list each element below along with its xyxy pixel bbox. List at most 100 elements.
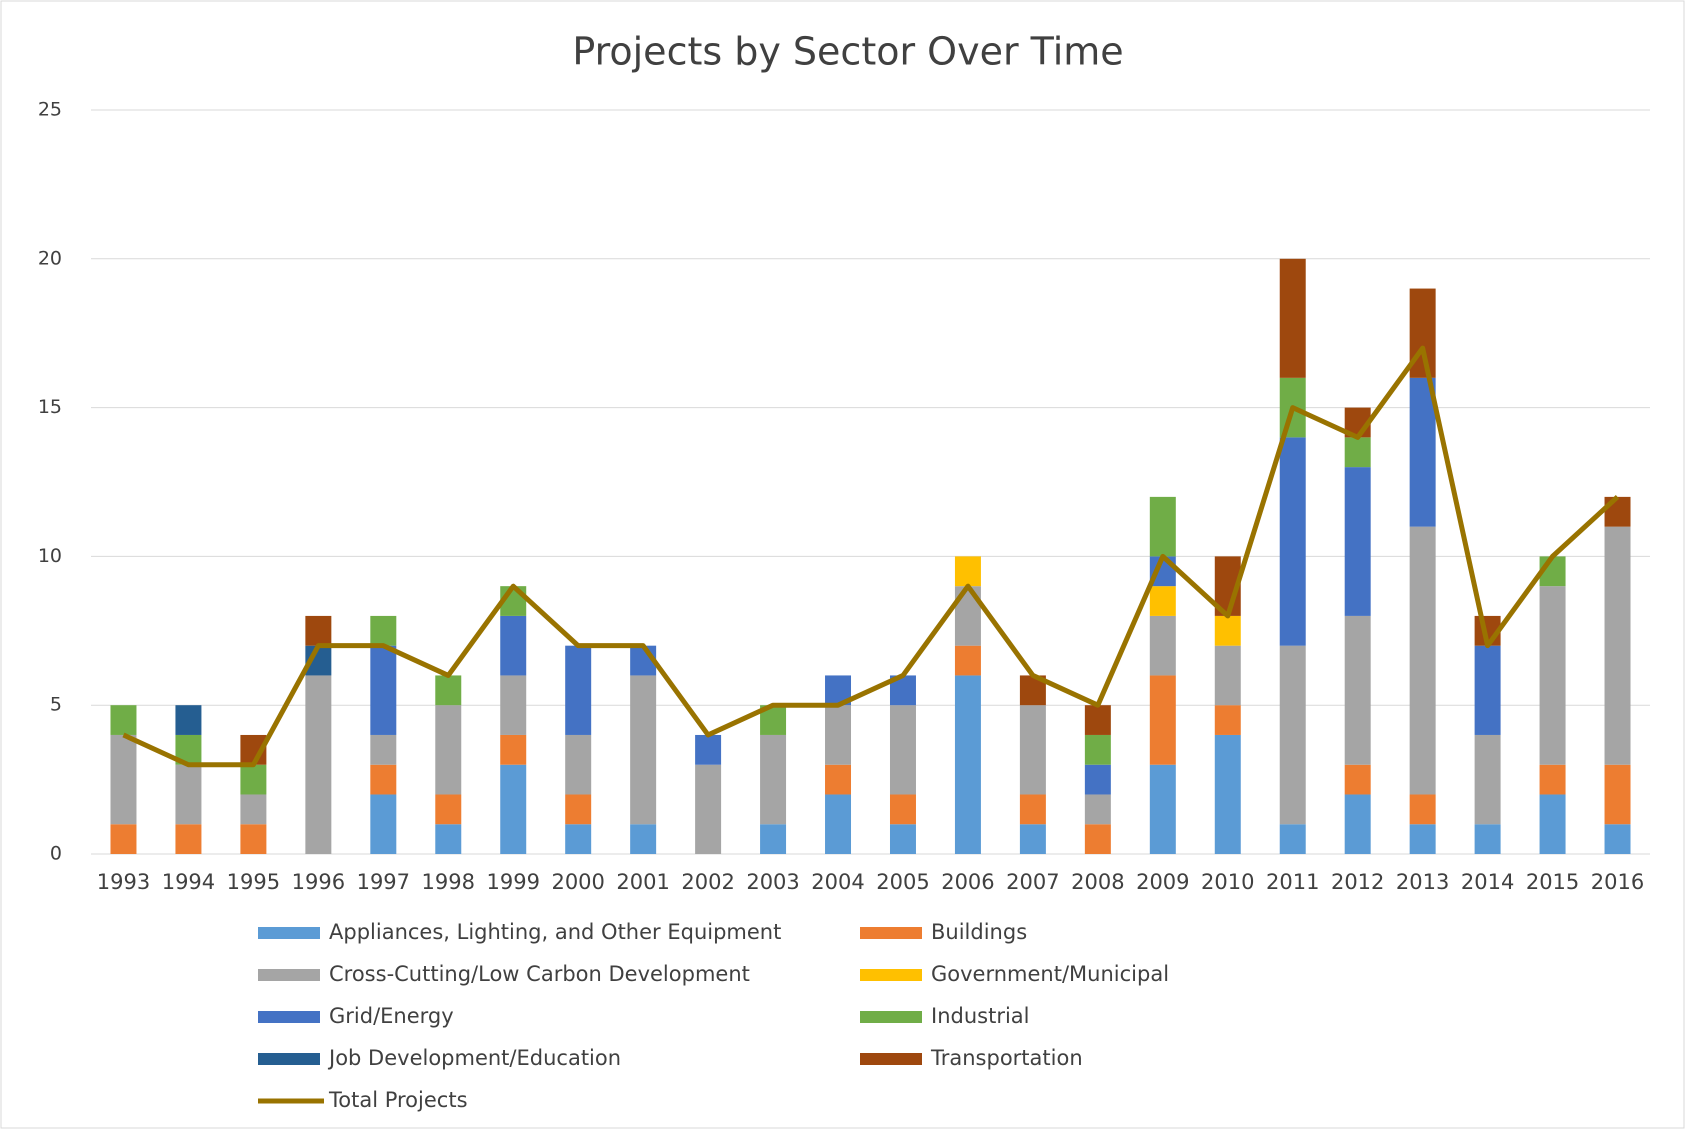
- bar-segment: [1279, 437, 1306, 646]
- bar-segment: [1149, 496, 1176, 557]
- bar-segment: [825, 794, 852, 854]
- bar-segment: [1539, 794, 1566, 854]
- bar-segment: [240, 794, 267, 825]
- legend-swatch: [860, 969, 922, 981]
- bar-segment: [435, 794, 462, 825]
- legend-label: Industrial: [931, 1004, 1030, 1028]
- bar-segment: [954, 556, 981, 587]
- bar-segment: [1409, 526, 1436, 795]
- legend-label: Total Projects: [328, 1088, 468, 1112]
- y-tick-label: 20: [38, 247, 62, 269]
- x-tick-label: 2004: [811, 870, 864, 894]
- x-tick-label: 2009: [1136, 870, 1189, 894]
- legend-swatch: [258, 1053, 320, 1065]
- bar-segment: [1604, 824, 1631, 854]
- bar-segment: [760, 734, 787, 825]
- x-tick-label: 2012: [1331, 870, 1384, 894]
- bar-segment: [500, 675, 527, 735]
- bar-segment: [1084, 764, 1111, 795]
- x-tick-label: 2014: [1461, 870, 1514, 894]
- bar-segment: [1214, 645, 1241, 706]
- bar-segment: [565, 824, 592, 854]
- bar-segment: [175, 824, 202, 854]
- bar-segment: [565, 645, 592, 735]
- x-tick-label: 1998: [422, 870, 475, 894]
- bar-segment: [889, 705, 916, 795]
- bar-segment: [1474, 824, 1501, 854]
- x-tick-label: 2016: [1591, 870, 1644, 894]
- bar-segment: [1149, 675, 1176, 765]
- bar-segment: [1149, 586, 1176, 616]
- bar-segment: [370, 734, 397, 765]
- bar-segment: [370, 794, 397, 854]
- bar-segment: [1019, 794, 1046, 825]
- bar-segment: [1344, 437, 1371, 468]
- bar-segment: [695, 734, 722, 765]
- bar-segment: [500, 615, 527, 676]
- x-tick-label: 2005: [876, 870, 929, 894]
- x-tick-label: 2003: [746, 870, 799, 894]
- y-tick-label: 5: [50, 694, 62, 716]
- bar-segment: [1019, 705, 1046, 795]
- bar-segment: [370, 764, 397, 795]
- x-tick-label: 1995: [227, 870, 280, 894]
- x-tick-label: 2006: [941, 870, 994, 894]
- bar-segment: [760, 824, 787, 854]
- bar-segment: [1539, 764, 1566, 795]
- x-tick-label: 1999: [487, 870, 540, 894]
- bar-segment: [1214, 615, 1241, 646]
- bar-segment: [175, 705, 202, 735]
- y-tick-label: 10: [38, 545, 62, 567]
- bar-segment: [889, 794, 916, 825]
- bar-segment: [1474, 734, 1501, 825]
- line: [122, 345, 1620, 768]
- x-tick-label: 2011: [1266, 870, 1319, 894]
- x-tick-label: 1996: [292, 870, 345, 894]
- x-tick-label: 2002: [681, 870, 734, 894]
- legend-swatch: [258, 1011, 320, 1023]
- legend-label: Cross-Cutting/Low Carbon Development: [329, 962, 750, 986]
- legend-label: Buildings: [931, 920, 1027, 944]
- bar-segment: [1344, 467, 1371, 616]
- x-tick-label: 2015: [1526, 870, 1579, 894]
- bar-segment: [1344, 794, 1371, 854]
- bar-segment: [370, 615, 397, 646]
- bar-segment: [110, 824, 137, 854]
- bar-segment: [1019, 824, 1046, 854]
- bar-segment: [370, 645, 397, 735]
- bar-segment: [240, 764, 267, 795]
- legend-label: Grid/Energy: [329, 1004, 454, 1028]
- bar-segment: [695, 764, 722, 854]
- x-tick-label: 2000: [551, 870, 604, 894]
- bar-segment: [435, 675, 462, 706]
- bar-segment: [175, 764, 202, 825]
- x-tick-label: 2010: [1201, 870, 1254, 894]
- bar-segment: [435, 824, 462, 854]
- legend-swatch: [258, 969, 320, 981]
- bar-segment: [110, 734, 137, 825]
- bar-segment: [435, 705, 462, 795]
- bar-segment: [954, 675, 981, 854]
- bar-segment: [1409, 824, 1436, 854]
- bar-segment: [1084, 705, 1111, 735]
- legend-swatch: [860, 1011, 922, 1023]
- bar-segment: [630, 675, 657, 825]
- legend-swatch: [258, 927, 320, 939]
- legend-label: Appliances, Lighting, and Other Equipmen…: [329, 920, 781, 944]
- legend-label: Transportation: [930, 1046, 1083, 1070]
- bar-segment: [1409, 794, 1436, 825]
- bar-segment: [1149, 764, 1176, 854]
- y-tick-label: 25: [38, 99, 62, 121]
- bar-segment: [825, 705, 852, 765]
- bar-segment: [1214, 705, 1241, 735]
- x-tick-label: 2001: [616, 870, 669, 894]
- bar-segment: [1344, 615, 1371, 765]
- x-tick-label: 2007: [1006, 870, 1059, 894]
- bar-segment: [630, 824, 657, 854]
- bar-segment: [1214, 734, 1241, 854]
- bar-segment: [565, 734, 592, 795]
- bar-segment: [565, 794, 592, 825]
- bar-segment: [1474, 645, 1501, 735]
